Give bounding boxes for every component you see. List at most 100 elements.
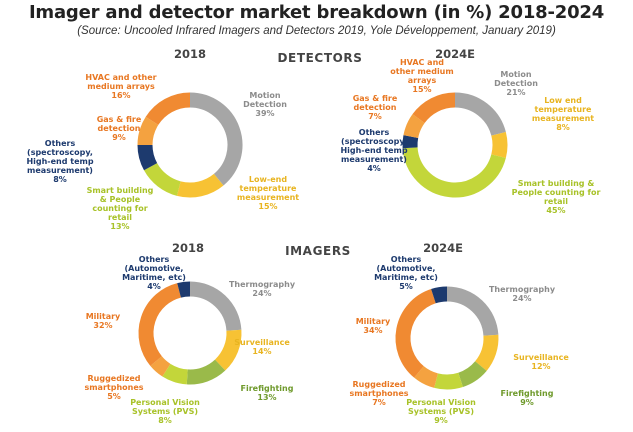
donut-slice-military — [395, 289, 437, 378]
slice-label-line: 45% — [546, 206, 565, 215]
donut-slice-others-automotive-maritime-etc — [431, 286, 448, 304]
slice-label-line: Military — [86, 312, 121, 321]
slice-label-line: Low-end — [249, 175, 287, 184]
slice-label-others-automotive-maritime-etc: Others (Automotive, Maritime, etc) 4% — [122, 255, 186, 291]
slice-label-line: Smart building — [87, 186, 154, 195]
chart-year-detectors-2018: 2018 — [174, 47, 206, 61]
donut-slice-hvac-and-other-medium-arrays — [145, 92, 191, 126]
slice-label-line: retail — [544, 197, 568, 206]
slice-label-line: Smart building & — [518, 179, 595, 188]
section-header-imagers: IMAGERS — [285, 244, 351, 258]
slice-label-line: 8% — [53, 175, 67, 184]
slice-label-personal-vision-systems-pvs: Personal Vision Systems (PVS) 9% — [406, 398, 476, 425]
donut-slice-surveillance — [474, 334, 499, 371]
slice-label-line: counting for — [92, 204, 147, 213]
chart-subtitle: (Source: Uncooled Infrared Imagers and D… — [77, 25, 556, 37]
slice-label-line: Detection — [243, 100, 287, 109]
slice-label-line: Surveillance — [513, 353, 569, 362]
slice-label-line: Thermography — [489, 285, 556, 294]
slice-label-line: 34% — [363, 326, 382, 335]
slice-label-line: Maritime, etc) — [374, 273, 438, 282]
slice-label-line: (spectroscopy, — [27, 148, 93, 157]
slice-label-line: Thermography — [229, 280, 296, 289]
slice-label-smart-building-people-counting-for-retail: Smart building & People counting for retail… — [87, 186, 154, 231]
slice-label-line: Military — [356, 317, 391, 326]
slice-label-line: People counting for — [512, 188, 601, 197]
donut-slice-gas-fire-detection — [137, 116, 159, 146]
slice-label-low-end-temperature-measurement: Low-end temperature measurement 15% — [237, 175, 299, 211]
slice-label-line: Ruggedized — [87, 374, 140, 383]
slice-label-line: Firefighting — [241, 384, 294, 393]
donut-slice-thermography — [189, 281, 242, 332]
slice-label-hvac-and-other-medium-arrays: HVAC and other medium arrays 15% — [390, 58, 453, 94]
slice-label-line: Detection — [494, 79, 538, 88]
donut-slice-thermography — [446, 286, 499, 337]
slice-label-line: Systems (PVS) — [408, 407, 474, 416]
slice-label-line: 16% — [111, 91, 130, 100]
slice-label-line: Firefighting — [501, 389, 554, 398]
slice-label-line: Others — [45, 139, 76, 148]
slice-label-line: measurement) — [27, 166, 93, 175]
slice-label-line: measurement) — [341, 155, 407, 164]
slice-label-line: 9% — [112, 133, 126, 142]
donut-slice-gas-fire-detection — [403, 114, 425, 139]
slice-label-line: retail — [108, 213, 132, 222]
slice-label-firefighting: Firefighting 9% — [501, 389, 554, 407]
slice-label-line: & People — [100, 195, 141, 204]
slice-label-line: 9% — [434, 416, 448, 425]
slice-label-thermography: Thermography 24% — [229, 280, 296, 298]
slice-label-line: 4% — [147, 282, 161, 291]
slice-label-line: (Automotive, — [377, 264, 436, 273]
donut-slice-ruggedized-smartphones — [150, 356, 171, 377]
slice-label-line: 15% — [258, 202, 277, 211]
chart-year-imagers-2024e: 2024E — [423, 241, 463, 255]
slice-label-line: 15% — [412, 85, 431, 94]
donut-slice-firefighting — [186, 359, 226, 385]
slice-label-line: 32% — [93, 321, 112, 330]
slice-label-gas-fire-detection: Gas & fire detection 7% — [353, 94, 398, 121]
slice-label-motion-detection: Motion Detection 39% — [243, 91, 287, 118]
slice-label-line: Others — [391, 255, 422, 264]
slice-label-line: 13% — [110, 222, 129, 231]
slice-label-others-spectroscopy-high-end-temp-measurement: Others (spectroscopy, High-end temp measure… — [26, 139, 93, 184]
slice-label-line: measurement — [532, 114, 594, 123]
slice-label-line: High-end temp — [340, 146, 407, 155]
slice-label-smart-building-people-counting-for-retail: Smart building & People counting for retai… — [512, 179, 601, 215]
slice-label-line: 9% — [520, 398, 534, 407]
slice-label-line: Low end — [544, 96, 582, 105]
donut-slice-motion-detection — [189, 92, 243, 186]
slice-label-line: Gas & fire — [353, 94, 398, 103]
slice-label-line: 21% — [506, 88, 525, 97]
slice-label-line: smartphones — [349, 389, 408, 398]
donut-slice-personal-vision-systems-pvs — [434, 372, 463, 390]
slice-label-line: 24% — [252, 289, 271, 298]
slice-label-line: Motion — [249, 91, 281, 100]
slice-label-line: 39% — [255, 109, 274, 118]
slice-label-line: 7% — [372, 398, 386, 407]
slice-label-line: 7% — [368, 112, 382, 121]
slice-label-others-spectroscopy-high-end-temp-measurement: Others (spectroscopy, High-end temp measure… — [340, 128, 407, 173]
slice-label-line: temperature — [240, 184, 298, 193]
slice-label-personal-vision-systems-pvs: Personal Vision Systems (PVS) 8% — [130, 398, 200, 425]
section-header-detectors: DETECTORS — [277, 51, 362, 65]
slice-label-line: HVAC and — [400, 58, 444, 67]
donut-slice-others-spectroscopy-high-end-temp-measurement — [402, 135, 419, 149]
slice-label-line: temperature — [535, 105, 593, 114]
slice-label-line: Others — [139, 255, 170, 264]
slice-label-line: High-end temp — [26, 157, 93, 166]
slice-label-line: other medium — [390, 67, 453, 76]
slice-label-line: Surveillance — [234, 338, 290, 347]
slice-label-line: Ruggedized — [352, 380, 405, 389]
slice-label-line: Others — [359, 128, 390, 137]
slice-label-line: Personal Vision — [406, 398, 476, 407]
donut-slice-smart-building-people-counting-for-retail — [402, 147, 506, 198]
slice-label-surveillance: Surveillance 12% — [513, 353, 569, 371]
slice-label-ruggedized-smartphones: Ruggedized smartphones 5% — [84, 374, 143, 401]
slice-label-line: smartphones — [84, 383, 143, 392]
chart-year-detectors-2024e: 2024E — [435, 47, 475, 61]
chart-title: Imager and detector market breakdown (in… — [28, 2, 605, 23]
slice-label-line: 4% — [367, 164, 381, 173]
slice-label-line: Motion — [500, 70, 532, 79]
